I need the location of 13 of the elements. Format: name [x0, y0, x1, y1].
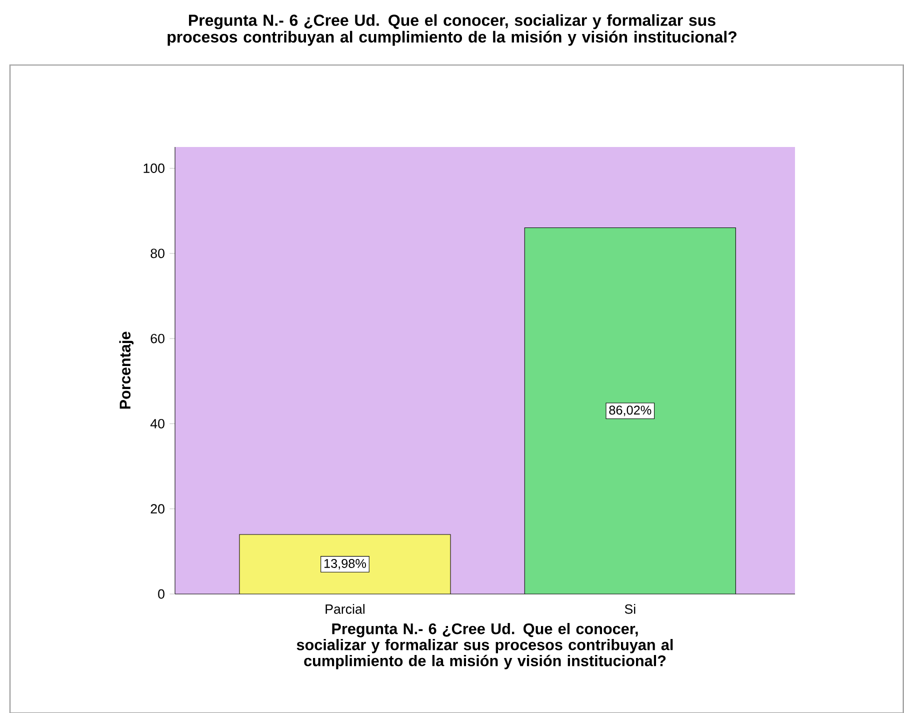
data-label: 13,98%	[324, 558, 366, 570]
y-tick-label: 80	[150, 248, 164, 258]
x-tick-label: Parcial	[326, 604, 364, 614]
x-axis-title: Pregunta N.- 6 ¿Cree Ud. Que el conocer, socializar y formalizar sus procesos contribuyan al cumplimiento de la misión y visión institucional?	[296, 622, 673, 670]
y-tick-label: 60	[150, 334, 164, 344]
y-tick-label: 100	[144, 164, 164, 173]
data-label: 86,02%	[609, 406, 652, 416]
y-tick-label: 20	[150, 504, 164, 514]
y-tick-label: 40	[150, 418, 164, 428]
chart-title: Pregunta N.- 6 ¿Cree Ud. Que el conocer, socializar y formalizar sus procesos contribuyan al cumplimiento de la misión y visión institucional?	[168, 14, 736, 46]
y-tick-label: 0	[158, 589, 164, 599]
y-axis-title: Porcentaje	[119, 332, 134, 409]
x-tick-label: Si	[624, 604, 636, 614]
